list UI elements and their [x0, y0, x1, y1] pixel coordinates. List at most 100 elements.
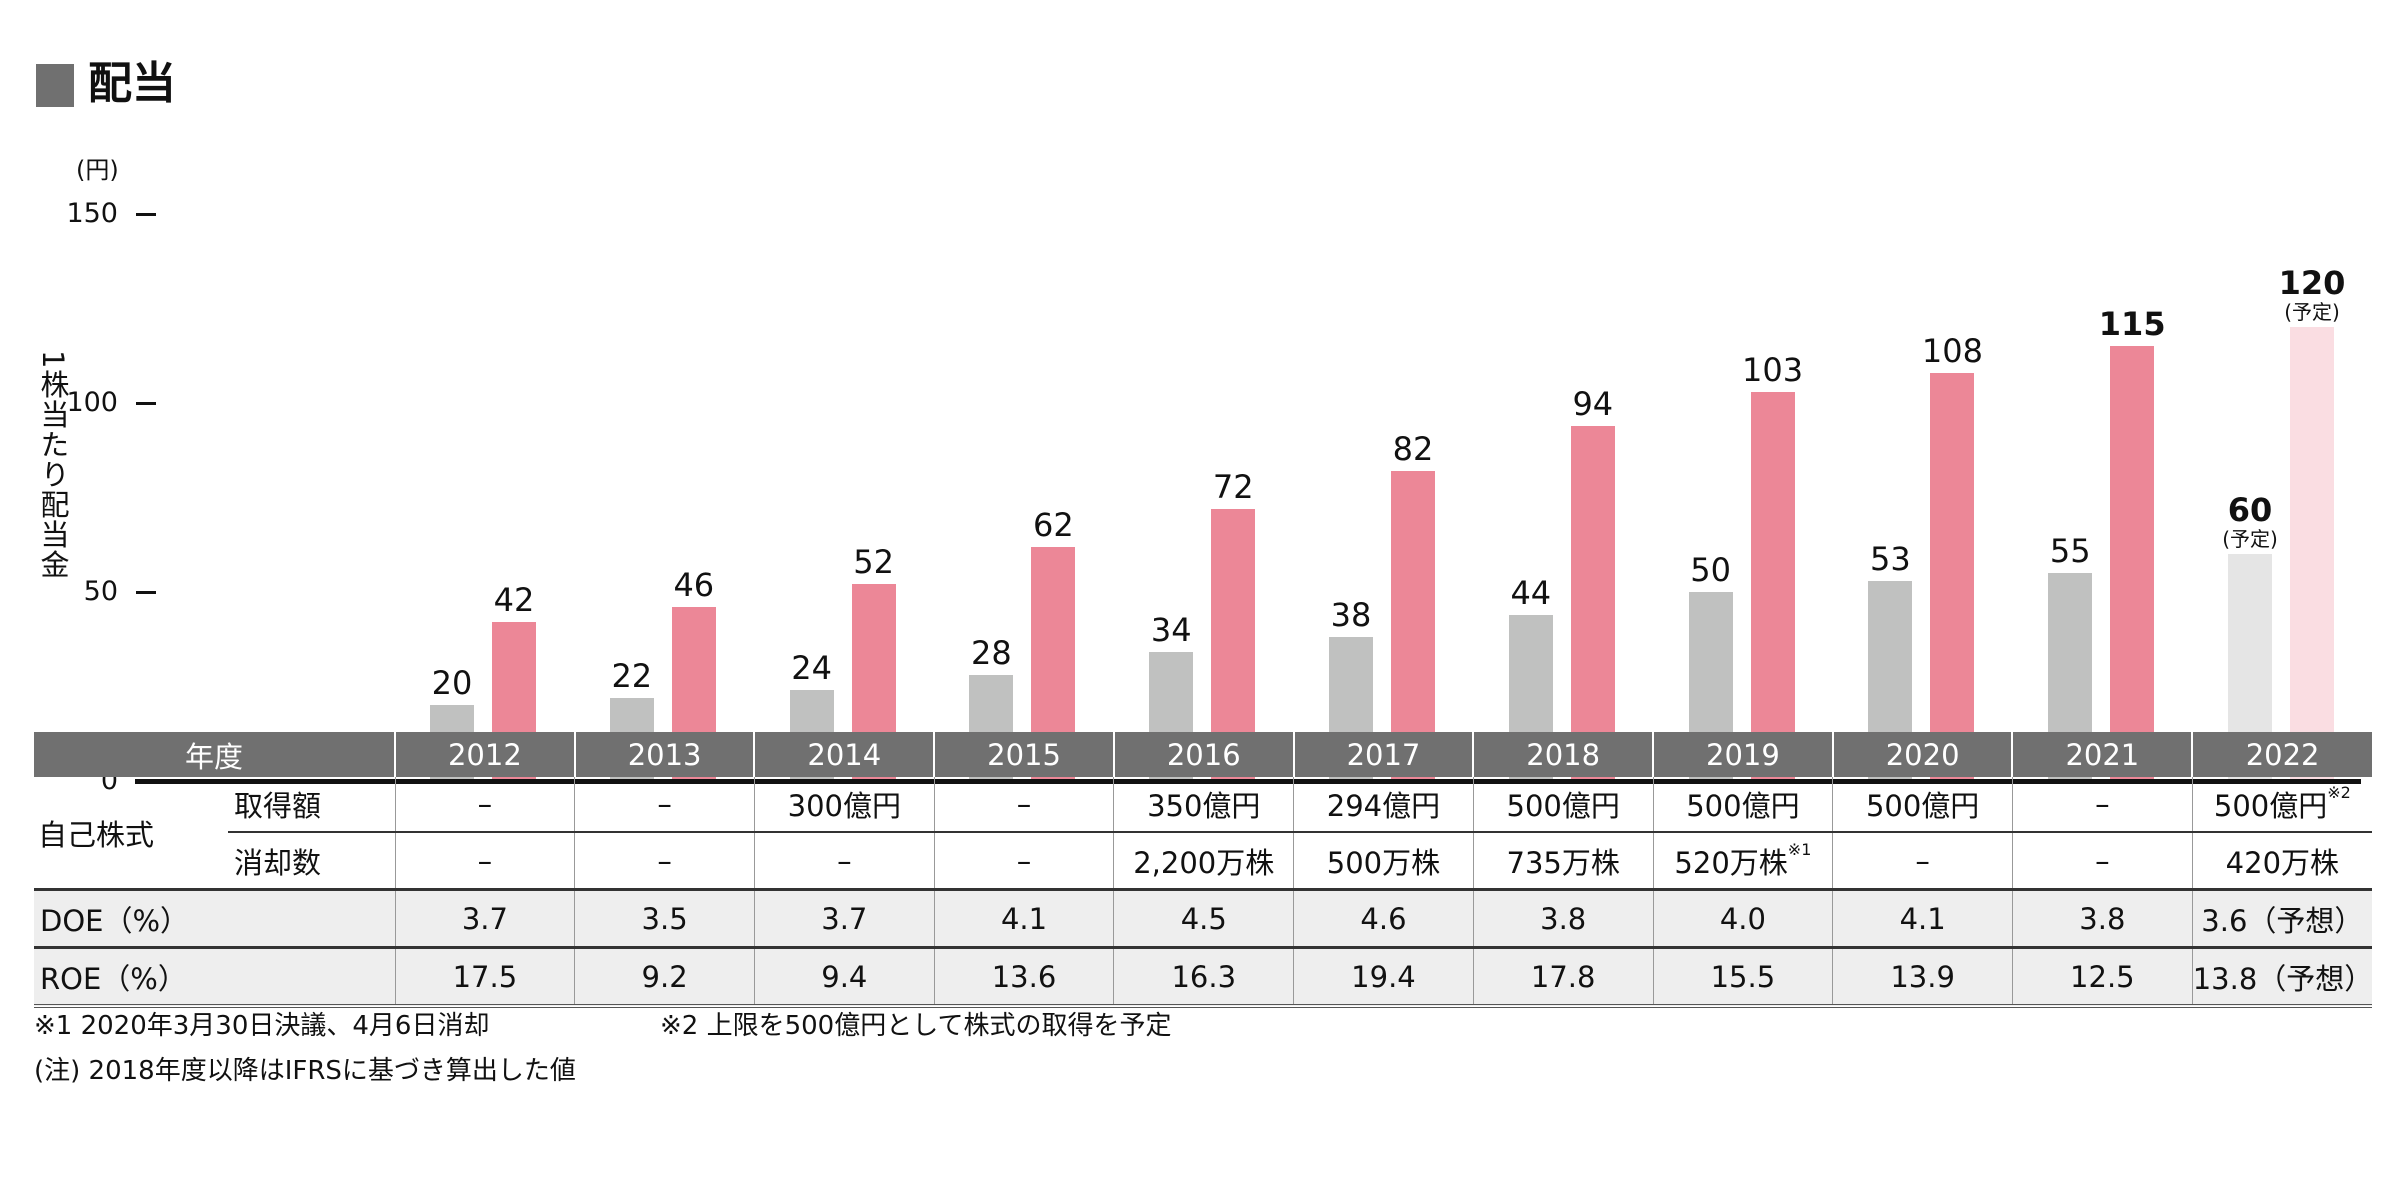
cell-value: – [1016, 787, 1032, 821]
bar-value-label: 52 [814, 544, 934, 580]
cell-value: 17.8 [1530, 959, 1596, 994]
bar-value: 103 [1742, 350, 1804, 389]
table-cell-acquisition: – [394, 777, 575, 832]
table-header-row: 年度 2012 2013 2014 2015 2016 2017 2018 2019 2020 2… [34, 732, 2372, 777]
cell-value: 3.6（予想） [2201, 903, 2364, 938]
table-cell-cancellation: – [2011, 831, 2193, 890]
bar-pink-2017 [1391, 471, 1435, 781]
cell-value: 420万株 [2225, 845, 2340, 880]
cell-value: 4.1 [1899, 901, 1946, 936]
bar-value: 72 [1212, 467, 1254, 506]
header-year: 2019 [1652, 732, 1833, 777]
cell-value: 3.7 [461, 901, 508, 936]
cell-value: – [2095, 787, 2110, 821]
table-cell-cancellation: – [1832, 831, 2013, 890]
bar-value-label: 42 [454, 582, 574, 618]
header-year: 2021 [2011, 732, 2193, 777]
cell-value: 15.5 [1710, 959, 1776, 994]
bar-value-label: 108 [1892, 333, 2012, 369]
table-cell-doe: 4.5 [1113, 888, 1294, 948]
table-cell-roe: 9.4 [753, 946, 935, 1006]
table-cell-acquisition: 500億円※2 [2191, 777, 2372, 832]
bar-value: 115 [2098, 305, 2166, 344]
cell-value: 17.5 [452, 959, 518, 994]
roe-label: ROE（%） [34, 946, 396, 1006]
header-year: 2016 [1112, 732, 1294, 777]
bar-value-label: 20 [392, 665, 512, 701]
table-row-doe: DOE（%） 3.7 3.5 3.7 4.1 4.5 4.6 3.8 4.0 4.1 3.8 3.6… [34, 888, 2372, 948]
cell-value: – [1915, 843, 1930, 878]
forecast-note: (予定) [2284, 300, 2340, 325]
bar-value-label: 22 [572, 658, 692, 694]
cell-value: 9.4 [821, 959, 868, 994]
header-year: 2013 [573, 732, 755, 777]
bar-pink-2022 [2290, 327, 2334, 781]
cell-value: 3.8 [2079, 901, 2126, 936]
header-year: 2015 [933, 732, 1114, 777]
bar-value: 44 [1510, 573, 1552, 612]
bar-value-label: 34 [1111, 612, 1231, 648]
cell-value: 735万株 [1506, 845, 1620, 880]
cell-value: 500万株 [1326, 845, 1441, 880]
cell-value: – [477, 843, 493, 878]
table-cell-doe: 4.1 [1832, 888, 2013, 948]
footnote-note: (注) 2018年度以降はIFRSに基づき算出した値 [34, 1056, 576, 1086]
bar-value: 28 [971, 634, 1012, 673]
bar-value: 62 [1033, 505, 1074, 544]
bar-value: 34 [1150, 611, 1192, 650]
table-cell-roe: 13.9 [1832, 946, 2013, 1006]
bar-value: 108 [1921, 331, 1983, 370]
header-year: 2017 [1292, 732, 1474, 777]
cell-value: 12.5 [2070, 959, 2135, 994]
bar-value: 55 [2049, 532, 2091, 571]
bar-value: 53 [1870, 539, 1911, 578]
bar-value: 94 [1572, 384, 1614, 423]
table-cell-acquisition: 500億円 [1652, 777, 1833, 832]
cell-value: 16.3 [1171, 959, 1237, 994]
table-row-cancellation: 消却数 – – – – 2,200万株 500万株 735万株 520万株※1 – – 420万株 [34, 831, 2372, 890]
bar-value-label: 62 [993, 507, 1113, 543]
y-axis-label: 1株当たり配当金 [36, 350, 70, 580]
treasury-label: 自己株式 [38, 817, 155, 852]
cell-value: 4.0 [1719, 901, 1766, 936]
header-year: 2018 [1472, 732, 1654, 777]
table-cell-cancellation: 2,200万株 [1113, 831, 1294, 890]
cell-value: – [477, 787, 493, 821]
bar-value-label: 115 [2072, 306, 2192, 342]
bar-value-label: 24 [752, 650, 872, 686]
table-cell-acquisition: 294億円 [1293, 777, 1474, 832]
table-cell-doe: 3.8 [2011, 888, 2193, 948]
bar-value-label: 94 [1533, 386, 1653, 422]
table-cell-cancellation: 420万株 [2191, 831, 2372, 890]
y-tick-mark [136, 213, 156, 216]
table-cell-cancellation: 735万株 [1472, 831, 1654, 890]
bar-value-label: 53 [1830, 541, 1950, 577]
table-cell-roe: 17.5 [394, 946, 575, 1006]
forecast-note: (予定) [2222, 527, 2278, 552]
bar-pink-2018 [1570, 425, 1615, 781]
cell-value: 13.6 [991, 959, 1057, 994]
cell-value: 9.2 [641, 959, 688, 994]
cell-value: 3.7 [821, 901, 868, 936]
header-year: 2020 [1831, 732, 2013, 777]
table-cell-roe: 9.2 [574, 946, 755, 1006]
y-tick-label: 100 [66, 387, 118, 418]
bar-value: 38 [1330, 596, 1372, 635]
doe-label: DOE（%） [34, 888, 396, 948]
page-title: 配当 [88, 58, 176, 109]
table-cell-acquisition: – [574, 777, 755, 832]
table-row-roe: ROE（%） 17.5 9.2 9.4 13.6 16.3 19.4 17.8 15.5 13.… [34, 946, 2373, 1006]
bar-value-label: 103 [1713, 352, 1833, 388]
y-tick-label: 150 [66, 198, 118, 229]
bar-value: 24 [791, 649, 832, 688]
table-cell-roe: 17.8 [1472, 946, 1654, 1006]
cell-value: 520万株 [1674, 845, 1788, 880]
acquisition-label: 取得額 [234, 789, 322, 823]
cell-value: 3.5 [641, 901, 688, 936]
table-cell-acquisition: 300億円 [753, 777, 935, 832]
table-cell-cancellation: – [753, 831, 935, 890]
bar-value: 42 [493, 581, 535, 620]
table-row-acquisition: 自己株式 取得額 – –300億円 –350億円 294億円 500億円 500億円 500… [34, 777, 2372, 852]
bar-value: 52 [853, 543, 894, 582]
table-cell-doe: 3.6（予想） [2191, 888, 2372, 948]
